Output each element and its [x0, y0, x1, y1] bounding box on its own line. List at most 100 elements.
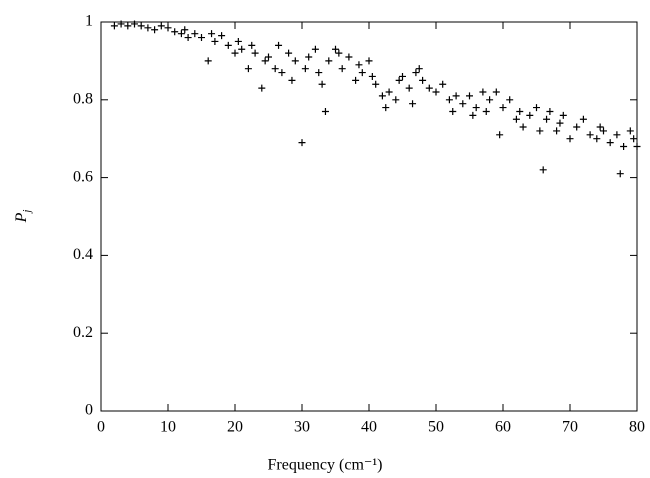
point — [238, 45, 246, 53]
point — [620, 142, 628, 150]
point — [553, 127, 561, 135]
point — [191, 30, 199, 38]
point — [556, 119, 564, 127]
point — [546, 107, 554, 115]
point — [117, 20, 125, 28]
point — [593, 135, 601, 143]
point — [385, 88, 393, 96]
point — [218, 32, 226, 40]
point — [372, 80, 380, 88]
point — [566, 135, 574, 143]
y-tick-label: 0.4 — [73, 246, 93, 263]
point — [472, 104, 480, 112]
point — [616, 170, 624, 178]
point — [224, 41, 232, 49]
point — [265, 53, 272, 61]
x-tick-label: 0 — [97, 419, 105, 436]
point — [526, 111, 534, 119]
point — [613, 131, 621, 139]
point — [512, 115, 520, 123]
point — [409, 100, 417, 108]
point — [626, 127, 634, 135]
y-tick-label: 0.6 — [73, 168, 93, 185]
y-tick-label: 0.2 — [73, 324, 93, 341]
point — [275, 41, 283, 49]
x-tick-label: 20 — [227, 419, 243, 436]
point — [291, 57, 299, 65]
point — [258, 84, 266, 92]
point — [157, 22, 165, 30]
point — [559, 111, 567, 119]
point — [449, 107, 457, 115]
point — [533, 104, 540, 112]
point — [321, 107, 329, 115]
y-tick-label: 0.8 — [73, 90, 93, 107]
point — [479, 88, 487, 96]
point — [392, 96, 400, 104]
point — [335, 49, 343, 57]
point — [137, 22, 145, 30]
point — [492, 88, 500, 96]
point — [325, 57, 333, 65]
point — [305, 53, 313, 61]
point — [378, 92, 386, 100]
point — [539, 166, 547, 174]
point — [315, 69, 323, 77]
point — [131, 20, 138, 28]
point — [211, 37, 219, 45]
x-tick-label: 40 — [361, 419, 377, 436]
x-tick-label: 50 — [428, 419, 444, 436]
point — [244, 65, 252, 73]
point — [630, 135, 638, 143]
point — [445, 96, 453, 104]
point — [633, 142, 641, 150]
point — [171, 28, 179, 36]
y-tick-label: 0 — [85, 402, 93, 419]
point — [251, 49, 259, 57]
point — [459, 100, 467, 108]
point — [395, 76, 403, 84]
point — [151, 26, 159, 34]
point — [415, 65, 423, 73]
point — [519, 123, 527, 131]
point — [506, 96, 514, 104]
y-axis-label-sub: j — [21, 210, 33, 215]
point — [543, 115, 551, 123]
point — [486, 96, 494, 104]
point — [204, 57, 212, 65]
point — [365, 57, 373, 65]
y-tick-label: 1 — [85, 13, 93, 30]
point — [231, 49, 239, 57]
plot-frame — [100, 21, 638, 412]
point — [573, 123, 581, 131]
point — [318, 80, 326, 88]
point — [311, 45, 319, 53]
point — [425, 84, 433, 92]
point — [110, 22, 118, 30]
x-tick-label: 10 — [160, 419, 176, 436]
x-tick-label: 30 — [294, 419, 310, 436]
point — [606, 139, 614, 147]
point — [278, 69, 286, 77]
point — [499, 104, 507, 112]
point — [144, 24, 152, 32]
point — [466, 92, 473, 100]
point — [439, 80, 447, 88]
point — [596, 123, 604, 131]
point — [164, 24, 172, 32]
point — [181, 26, 189, 34]
point — [332, 45, 339, 53]
point — [338, 65, 346, 73]
x-axis-label: Frequency (cm⁻¹) — [268, 457, 383, 474]
point — [248, 41, 256, 49]
point — [124, 22, 132, 30]
point — [405, 84, 413, 92]
point — [368, 72, 376, 80]
point — [496, 131, 504, 139]
point — [452, 92, 460, 100]
point — [419, 76, 427, 84]
point — [469, 111, 477, 119]
x-tick-label: 80 — [629, 419, 645, 436]
point — [586, 131, 594, 139]
